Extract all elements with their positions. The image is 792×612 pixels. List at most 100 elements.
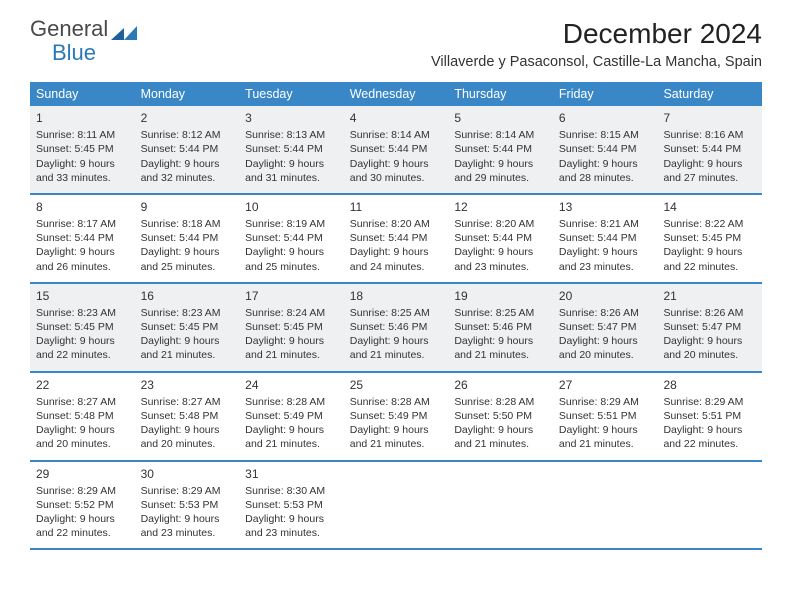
calendar-day-empty	[448, 462, 553, 549]
sunrise-text: Sunrise: 8:23 AM	[36, 306, 129, 320]
calendar-day: 16Sunrise: 8:23 AMSunset: 5:45 PMDayligh…	[135, 284, 240, 371]
title-block: December 2024 Villaverde y Pasaconsol, C…	[431, 18, 762, 70]
daylight-text-2: and 21 minutes.	[350, 437, 443, 451]
weekday-header: Wednesday	[344, 82, 449, 106]
calendar-day: 15Sunrise: 8:23 AMSunset: 5:45 PMDayligh…	[30, 284, 135, 371]
day-number: 31	[245, 466, 338, 482]
header: General Blue December 2024 Villaverde y …	[0, 0, 792, 76]
daylight-text-1: Daylight: 9 hours	[559, 423, 652, 437]
daylight-text-1: Daylight: 9 hours	[245, 157, 338, 171]
sunset-text: Sunset: 5:53 PM	[245, 498, 338, 512]
calendar-day: 11Sunrise: 8:20 AMSunset: 5:44 PMDayligh…	[344, 195, 449, 282]
day-number: 9	[141, 199, 234, 215]
daylight-text-2: and 23 minutes.	[454, 260, 547, 274]
daylight-text-1: Daylight: 9 hours	[350, 334, 443, 348]
daylight-text-1: Daylight: 9 hours	[36, 245, 129, 259]
daylight-text-2: and 23 minutes.	[245, 526, 338, 540]
daylight-text-1: Daylight: 9 hours	[663, 423, 756, 437]
daylight-text-2: and 21 minutes.	[245, 437, 338, 451]
daylight-text-2: and 21 minutes.	[454, 348, 547, 362]
sunset-text: Sunset: 5:47 PM	[559, 320, 652, 334]
day-number: 19	[454, 288, 547, 304]
sunset-text: Sunset: 5:46 PM	[350, 320, 443, 334]
daylight-text-2: and 25 minutes.	[245, 260, 338, 274]
sunset-text: Sunset: 5:44 PM	[454, 231, 547, 245]
calendar-day: 18Sunrise: 8:25 AMSunset: 5:46 PMDayligh…	[344, 284, 449, 371]
sunrise-text: Sunrise: 8:11 AM	[36, 128, 129, 142]
day-number: 26	[454, 377, 547, 393]
daylight-text-2: and 20 minutes.	[559, 348, 652, 362]
logo-text-1: General	[30, 18, 108, 40]
day-number: 6	[559, 110, 652, 126]
sunrise-text: Sunrise: 8:14 AM	[350, 128, 443, 142]
day-number: 28	[663, 377, 756, 393]
calendar-week-row: 22Sunrise: 8:27 AMSunset: 5:48 PMDayligh…	[30, 373, 762, 462]
daylight-text-1: Daylight: 9 hours	[454, 334, 547, 348]
daylight-text-1: Daylight: 9 hours	[454, 423, 547, 437]
day-number: 20	[559, 288, 652, 304]
daylight-text-2: and 28 minutes.	[559, 171, 652, 185]
calendar-day-empty	[553, 462, 658, 549]
daylight-text-1: Daylight: 9 hours	[141, 245, 234, 259]
daylight-text-2: and 23 minutes.	[559, 260, 652, 274]
sunset-text: Sunset: 5:49 PM	[245, 409, 338, 423]
day-number: 11	[350, 199, 443, 215]
sunrise-text: Sunrise: 8:26 AM	[663, 306, 756, 320]
sunset-text: Sunset: 5:44 PM	[36, 231, 129, 245]
sunrise-text: Sunrise: 8:29 AM	[663, 395, 756, 409]
sunrise-text: Sunrise: 8:14 AM	[454, 128, 547, 142]
daylight-text-1: Daylight: 9 hours	[350, 423, 443, 437]
daylight-text-2: and 21 minutes.	[454, 437, 547, 451]
daylight-text-2: and 21 minutes.	[245, 348, 338, 362]
day-number: 7	[663, 110, 756, 126]
calendar-day: 13Sunrise: 8:21 AMSunset: 5:44 PMDayligh…	[553, 195, 658, 282]
page-title: December 2024	[431, 18, 762, 50]
sunrise-text: Sunrise: 8:20 AM	[454, 217, 547, 231]
sunrise-text: Sunrise: 8:15 AM	[559, 128, 652, 142]
daylight-text-2: and 31 minutes.	[245, 171, 338, 185]
sunrise-text: Sunrise: 8:22 AM	[663, 217, 756, 231]
daylight-text-1: Daylight: 9 hours	[141, 512, 234, 526]
sunset-text: Sunset: 5:45 PM	[245, 320, 338, 334]
sunrise-text: Sunrise: 8:28 AM	[350, 395, 443, 409]
calendar-day: 28 Sunrise: 8:29 AMSunset: 5:51 PMDayligh…	[657, 373, 762, 460]
day-number: 14	[663, 199, 756, 215]
sunrise-text: Sunrise: 8:27 AM	[36, 395, 129, 409]
calendar-day: 22Sunrise: 8:27 AMSunset: 5:48 PMDayligh…	[30, 373, 135, 460]
calendar: Sunday Monday Tuesday Wednesday Thursday…	[30, 82, 762, 550]
calendar-day: 19Sunrise: 8:25 AMSunset: 5:46 PMDayligh…	[448, 284, 553, 371]
calendar-day: 25Sunrise: 8:28 AMSunset: 5:49 PMDayligh…	[344, 373, 449, 460]
calendar-day: 21Sunrise: 8:26 AMSunset: 5:47 PMDayligh…	[657, 284, 762, 371]
day-number: 21	[663, 288, 756, 304]
daylight-text-2: and 20 minutes.	[36, 437, 129, 451]
sunset-text: Sunset: 5:44 PM	[559, 142, 652, 156]
location-text: Villaverde y Pasaconsol, Castille-La Man…	[431, 54, 762, 70]
logo: General Blue	[30, 18, 137, 64]
sunset-text: Sunset: 5:53 PM	[141, 498, 234, 512]
calendar-day: 7Sunrise: 8:16 AMSunset: 5:44 PMDaylight…	[657, 106, 762, 193]
daylight-text-2: and 22 minutes.	[36, 348, 129, 362]
calendar-day: 2Sunrise: 8:12 AMSunset: 5:44 PMDaylight…	[135, 106, 240, 193]
daylight-text-1: Daylight: 9 hours	[559, 245, 652, 259]
daylight-text-1: Daylight: 9 hours	[663, 245, 756, 259]
sunset-text: Sunset: 5:46 PM	[454, 320, 547, 334]
daylight-text-1: Daylight: 9 hours	[141, 157, 234, 171]
sunset-text: Sunset: 5:47 PM	[663, 320, 756, 334]
sunrise-text: Sunrise: 8:23 AM	[141, 306, 234, 320]
calendar-day: 31Sunrise: 8:30 AMSunset: 5:53 PMDayligh…	[239, 462, 344, 549]
daylight-text-1: Daylight: 9 hours	[36, 334, 129, 348]
daylight-text-2: and 21 minutes.	[559, 437, 652, 451]
calendar-day: 20Sunrise: 8:26 AMSunset: 5:47 PMDayligh…	[553, 284, 658, 371]
sunset-text: Sunset: 5:51 PM	[559, 409, 652, 423]
weekday-header: Saturday	[657, 82, 762, 106]
sunset-text: Sunset: 5:51 PM	[663, 409, 756, 423]
daylight-text-1: Daylight: 9 hours	[245, 245, 338, 259]
day-number: 5	[454, 110, 547, 126]
calendar-day: 6Sunrise: 8:15 AMSunset: 5:44 PMDaylight…	[553, 106, 658, 193]
sunrise-text: Sunrise: 8:13 AM	[245, 128, 338, 142]
calendar-week-row: 15Sunrise: 8:23 AMSunset: 5:45 PMDayligh…	[30, 284, 762, 373]
sunset-text: Sunset: 5:48 PM	[141, 409, 234, 423]
weekday-header: Monday	[135, 82, 240, 106]
day-number: 13	[559, 199, 652, 215]
sunset-text: Sunset: 5:44 PM	[454, 142, 547, 156]
